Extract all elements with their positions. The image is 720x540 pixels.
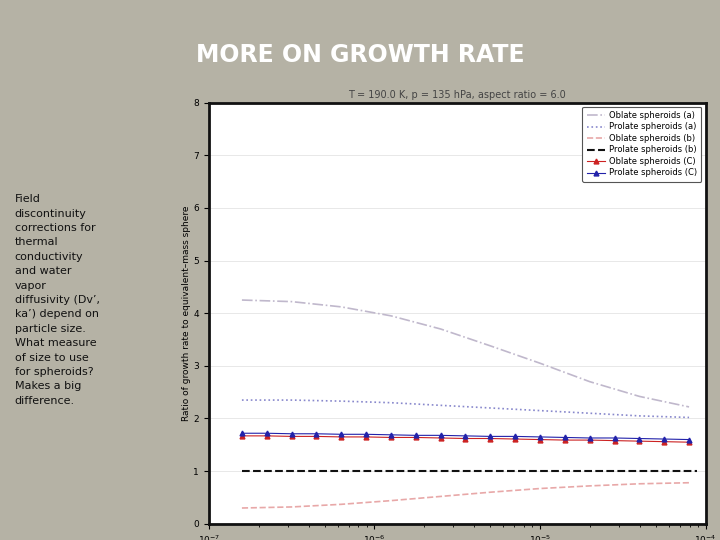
Y-axis label: Ratio of growth rate to equivalent–mass sphere: Ratio of growth rate to equivalent–mass … [181,205,191,421]
Title: T = 190.0 K, p = 135 hPa, aspect ratio = 6.0: T = 190.0 K, p = 135 hPa, aspect ratio =… [348,90,566,100]
Text: Field
discontinuity
corrections for
thermal
conductivity
and water
vapor
diffusi: Field discontinuity corrections for ther… [14,194,99,406]
Legend: Oblate spheroids (a), Prolate spheroids (a), Oblate spheroids (b), Prolate spher: Oblate spheroids (a), Prolate spheroids … [582,107,701,181]
Text: MORE ON GROWTH RATE: MORE ON GROWTH RATE [196,43,524,67]
